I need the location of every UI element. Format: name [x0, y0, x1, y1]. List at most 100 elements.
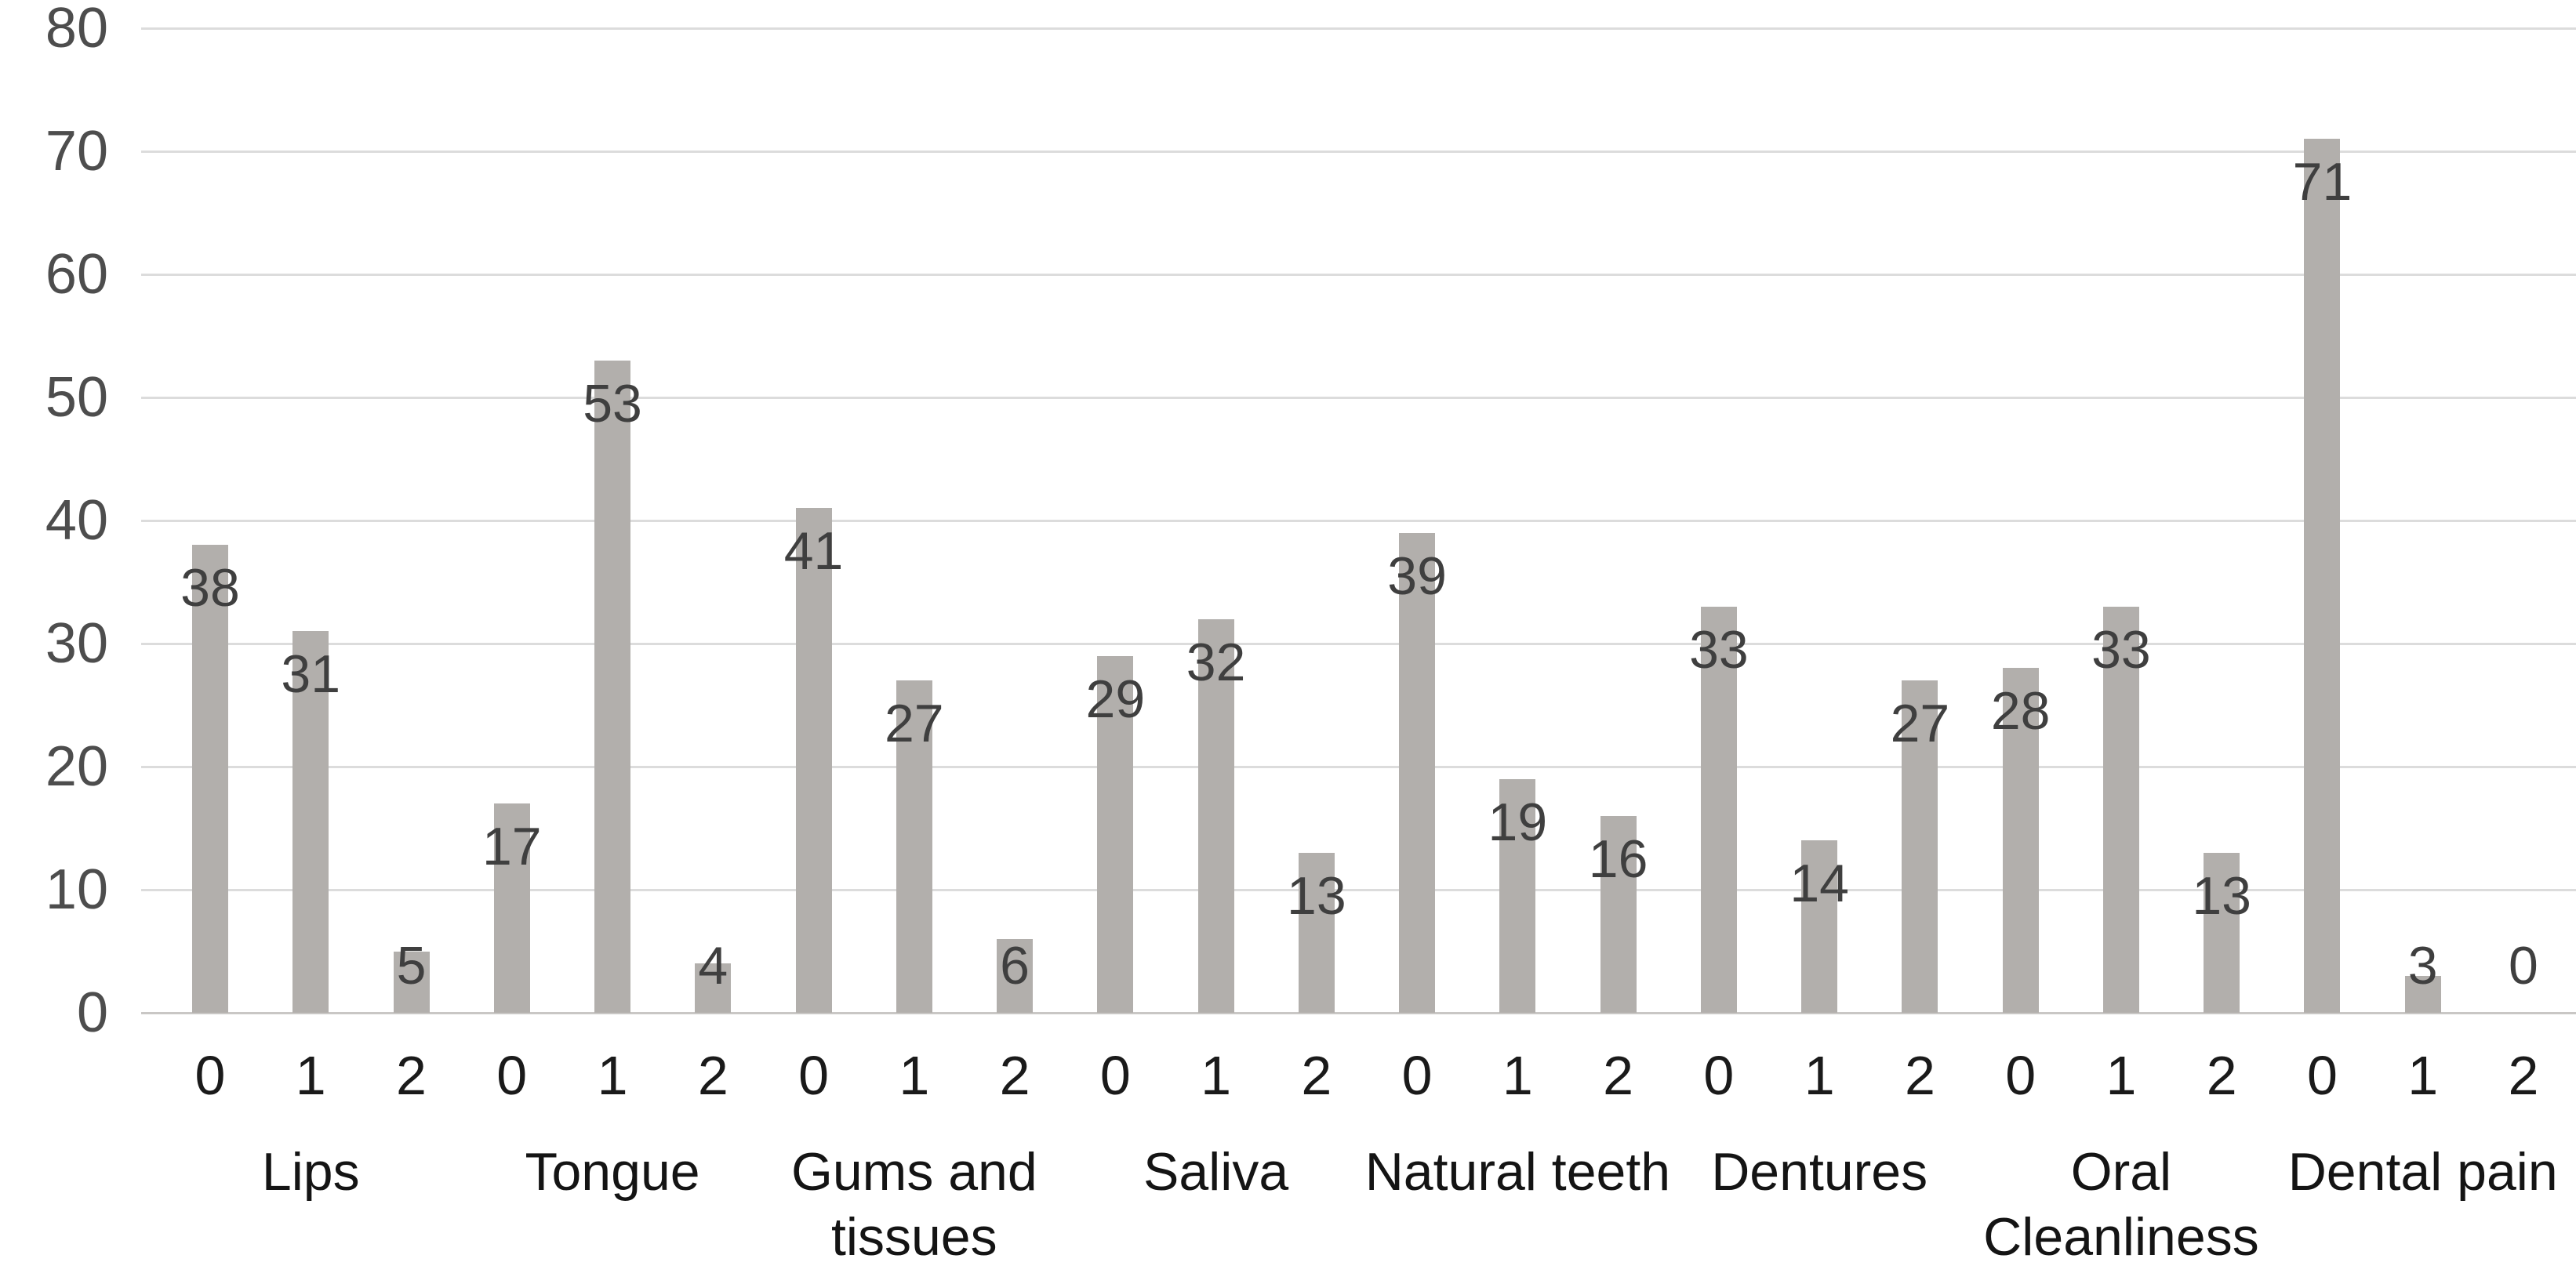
gridline [141, 888, 2576, 891]
y-tick-label: 70 [45, 120, 108, 183]
x-group-label: Oral [2070, 1142, 2172, 1202]
x-subtick-label: 0 [194, 1045, 226, 1106]
gridline [141, 642, 2576, 645]
y-tick-label: 40 [45, 489, 108, 552]
bar [2102, 606, 2139, 1013]
x-subtick-label: 0 [1401, 1045, 1433, 1106]
y-tick-label: 60 [45, 243, 108, 306]
x-group-label: Saliva [1143, 1142, 1289, 1202]
y-tick-label: 80 [45, 0, 108, 60]
x-subtick-label: 1 [597, 1045, 628, 1106]
bar-value-label: 6 [1000, 936, 1030, 996]
x-subtick-label: 1 [899, 1045, 930, 1106]
x-subtick-label: 2 [396, 1045, 427, 1106]
y-tick-label: 0 [76, 981, 108, 1044]
bar [292, 631, 329, 1013]
x-subtick-label: 2 [1301, 1045, 1332, 1106]
bar-value-label: 32 [1186, 632, 1246, 692]
x-group-label: Dentures [1711, 1142, 1928, 1202]
bar-value-label: 33 [1689, 619, 1749, 680]
x-group-label: Tongue [525, 1142, 700, 1202]
bar-value-label: 0 [2509, 936, 2538, 996]
bar-value-label: 4 [698, 936, 728, 996]
bar-value-label: 27 [884, 694, 944, 754]
bar-value-label: 17 [481, 817, 542, 877]
x-subtick-label: 1 [1502, 1045, 1533, 1106]
bar-value-label: 13 [2192, 865, 2252, 926]
bar [1097, 655, 1134, 1013]
bar [1600, 815, 1637, 1013]
x-subtick-label: 1 [295, 1045, 326, 1106]
x-group-label: tissues [830, 1207, 997, 1267]
x-subtick-label: 2 [1603, 1045, 1634, 1106]
x-group-label: Cleanliness [1983, 1207, 2259, 1267]
x-subtick-label: 1 [1804, 1045, 1835, 1106]
bar-value-label: 39 [1387, 546, 1447, 606]
x-subtick-label: 0 [2005, 1045, 2036, 1106]
x-subtick-label: 1 [1201, 1045, 1232, 1106]
gridline [141, 519, 2576, 522]
x-subtick-label: 1 [2407, 1045, 2439, 1106]
gridline [141, 27, 2576, 30]
bar [1197, 618, 1234, 1013]
bar [695, 963, 732, 1013]
bar [1801, 840, 1838, 1013]
x-subtick-label: 2 [999, 1045, 1030, 1106]
bar [1902, 680, 1938, 1013]
bar [997, 938, 1034, 1013]
x-group-label: Natural teeth [1364, 1142, 1671, 1202]
bar-value-label: 41 [783, 521, 844, 582]
x-subtick-label: 0 [798, 1045, 830, 1106]
x-subtick-label: 0 [1099, 1045, 1131, 1106]
bar [393, 951, 430, 1013]
bar [2204, 852, 2240, 1013]
bar-value-label: 31 [281, 644, 341, 705]
bar [1499, 778, 1536, 1013]
x-group-label: Lips [261, 1142, 360, 1202]
x-subtick-label: 0 [496, 1045, 528, 1106]
x-subtick-label: 0 [1703, 1045, 1735, 1106]
x-subtick-label: 2 [2508, 1045, 2539, 1106]
bar [795, 508, 832, 1013]
x-subtick-label: 1 [2105, 1045, 2137, 1106]
x-group-label: Dental pain [2287, 1142, 2558, 1202]
x-subtick-label: 2 [1904, 1045, 1935, 1106]
x-subtick-label: 0 [2306, 1045, 2338, 1106]
gridline [141, 765, 2576, 768]
bar [1298, 852, 1335, 1013]
y-tick-label: 30 [45, 612, 108, 675]
bar [2404, 975, 2441, 1013]
bar [594, 360, 631, 1013]
bar-value-label: 71 [2292, 152, 2353, 212]
y-tick-label: 20 [45, 735, 108, 798]
bar [896, 680, 932, 1013]
bar-value-label: 13 [1287, 865, 1346, 926]
x-subtick-label: 2 [697, 1045, 728, 1106]
x-axis-line [141, 1011, 2576, 1014]
bar-value-label: 27 [1890, 694, 1950, 754]
bar [1399, 532, 1436, 1013]
gridline [141, 273, 2576, 276]
bar-value-label: 38 [180, 558, 240, 618]
bar-value-label: 5 [396, 936, 427, 996]
bar [192, 545, 228, 1013]
bar [493, 803, 530, 1013]
y-tick-label: 50 [45, 366, 108, 429]
bar-value-label: 3 [2407, 936, 2438, 996]
bar [1700, 606, 1737, 1013]
x-subtick-label: 2 [2206, 1045, 2237, 1106]
gridline [141, 396, 2576, 399]
bar-value-label: 28 [1990, 681, 2051, 742]
y-tick-label: 10 [45, 858, 108, 921]
bar-value-label: 33 [2091, 619, 2151, 680]
bar-value-label: 16 [1588, 829, 1648, 889]
x-group-label: Gums and [790, 1142, 1037, 1202]
bar-value-label: 14 [1789, 854, 1849, 914]
bar-value-label: 29 [1085, 669, 1146, 729]
bar [2304, 139, 2341, 1013]
bar [2002, 668, 2039, 1013]
gridline [141, 150, 2576, 153]
bar-value-label: 53 [583, 373, 642, 433]
bar-value-label: 19 [1488, 792, 1548, 852]
